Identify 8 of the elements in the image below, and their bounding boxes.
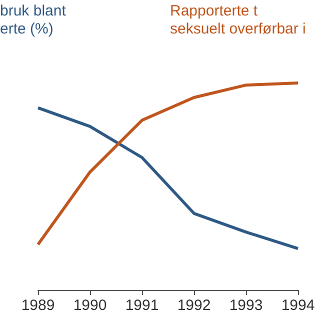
x-tick-label: 1994 [281,297,315,314]
text: bruk blant erte (%) [0,2,67,38]
x-tick-label: 1989 [21,297,55,314]
x-tick-label: 1990 [73,297,107,314]
x-tick-label: 1993 [229,297,263,314]
text: Rapporterte t seksuelt overførbar i [170,2,306,38]
x-tick-label: 1991 [125,297,159,314]
x-tick-label: 1992 [177,297,211,314]
